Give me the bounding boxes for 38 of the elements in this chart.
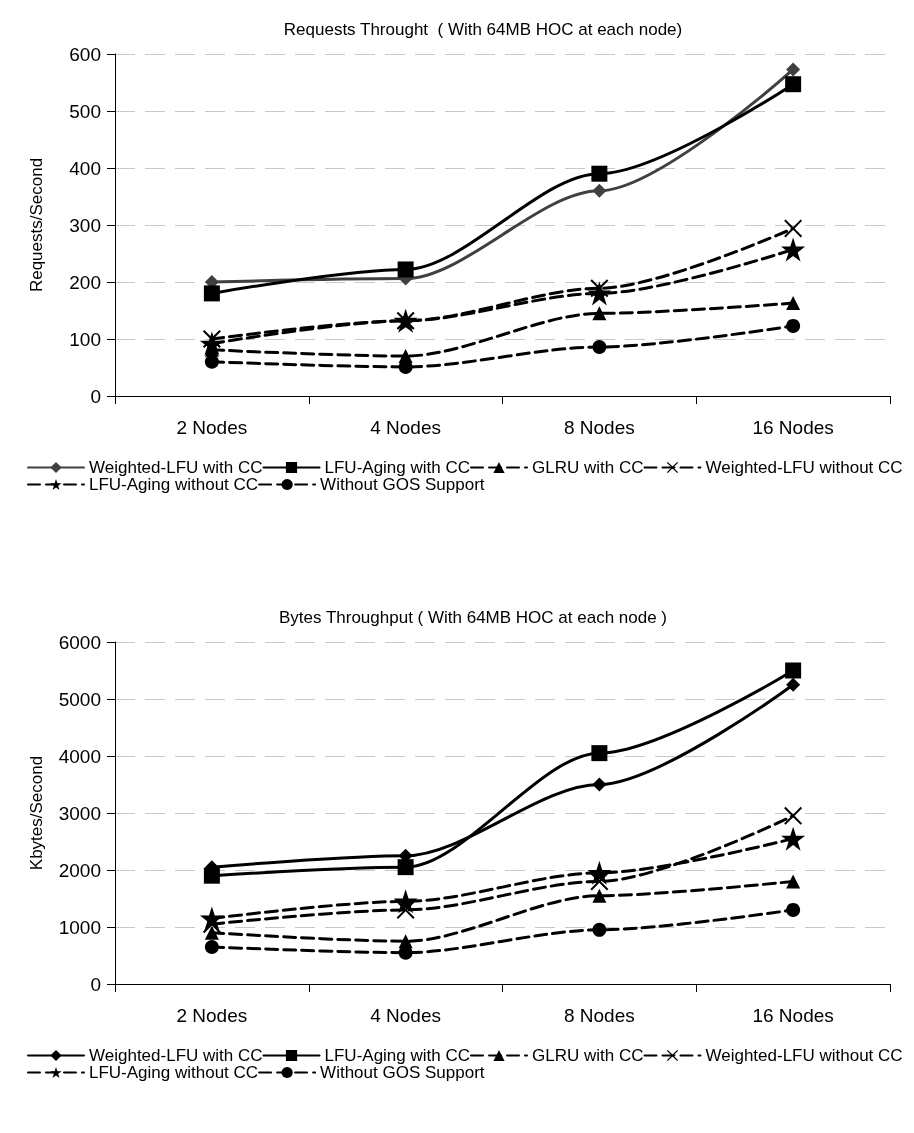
legend-label: LFU-Aging with CC <box>324 1046 471 1065</box>
x-tick-label: 4 Nodes <box>370 1005 442 1026</box>
legend-label: LFU-Aging without CC <box>89 475 259 494</box>
y-tick-label: 4000 <box>58 745 101 767</box>
legend-label: Weighted-LFU with CC <box>89 458 263 477</box>
y-tick-label: 400 <box>69 157 101 179</box>
x-tick-label: 2 Nodes <box>176 417 248 438</box>
chart-title: Bytes Throughput ( With 64MB HOC at each node ) <box>278 608 668 627</box>
legend-label: GLRU with CC <box>532 458 644 477</box>
y-tick-label: 100 <box>69 328 101 350</box>
y-tick-label: 0 <box>90 385 101 407</box>
y-tick-label: 3000 <box>58 802 101 824</box>
legend-label: LFU-Aging without CC <box>89 1063 259 1082</box>
x-tick-label: 16 Nodes <box>752 417 834 438</box>
y-tick-label: 300 <box>69 214 101 236</box>
legend-label: Weighted-LFU without CC <box>705 458 903 477</box>
y-tick-label: 200 <box>69 271 101 293</box>
y-axis-title: Kbytes/Second <box>27 755 46 871</box>
y-tick-label: 600 <box>69 43 101 65</box>
legend-label: Weighted-LFU without CC <box>705 1046 903 1065</box>
y-tick-label: 1000 <box>58 916 101 938</box>
y-axis-title: Requests/Second <box>27 157 46 293</box>
x-tick-label: 8 Nodes <box>563 1005 635 1026</box>
chart-title: Requests Throught ( With 64MB HOC at each node) <box>283 20 683 39</box>
legend-label: Without GOS Support <box>320 475 485 494</box>
x-tick-label: 2 Nodes <box>176 1005 248 1026</box>
x-tick-label: 16 Nodes <box>752 1005 834 1026</box>
legend-label: Without GOS Support <box>320 1063 485 1082</box>
legend-label: Weighted-LFU with CC <box>89 1046 263 1065</box>
y-tick-label: 0 <box>90 973 101 995</box>
x-tick-label: 8 Nodes <box>563 417 635 438</box>
y-tick-label: 500 <box>69 100 101 122</box>
y-tick-label: 5000 <box>58 688 101 710</box>
y-tick-label: 6000 <box>58 631 101 653</box>
legend-label: GLRU with CC <box>532 1046 644 1065</box>
y-tick-label: 2000 <box>58 859 101 881</box>
legend-label: LFU-Aging with CC <box>324 458 471 477</box>
x-tick-label: 4 Nodes <box>370 417 442 438</box>
